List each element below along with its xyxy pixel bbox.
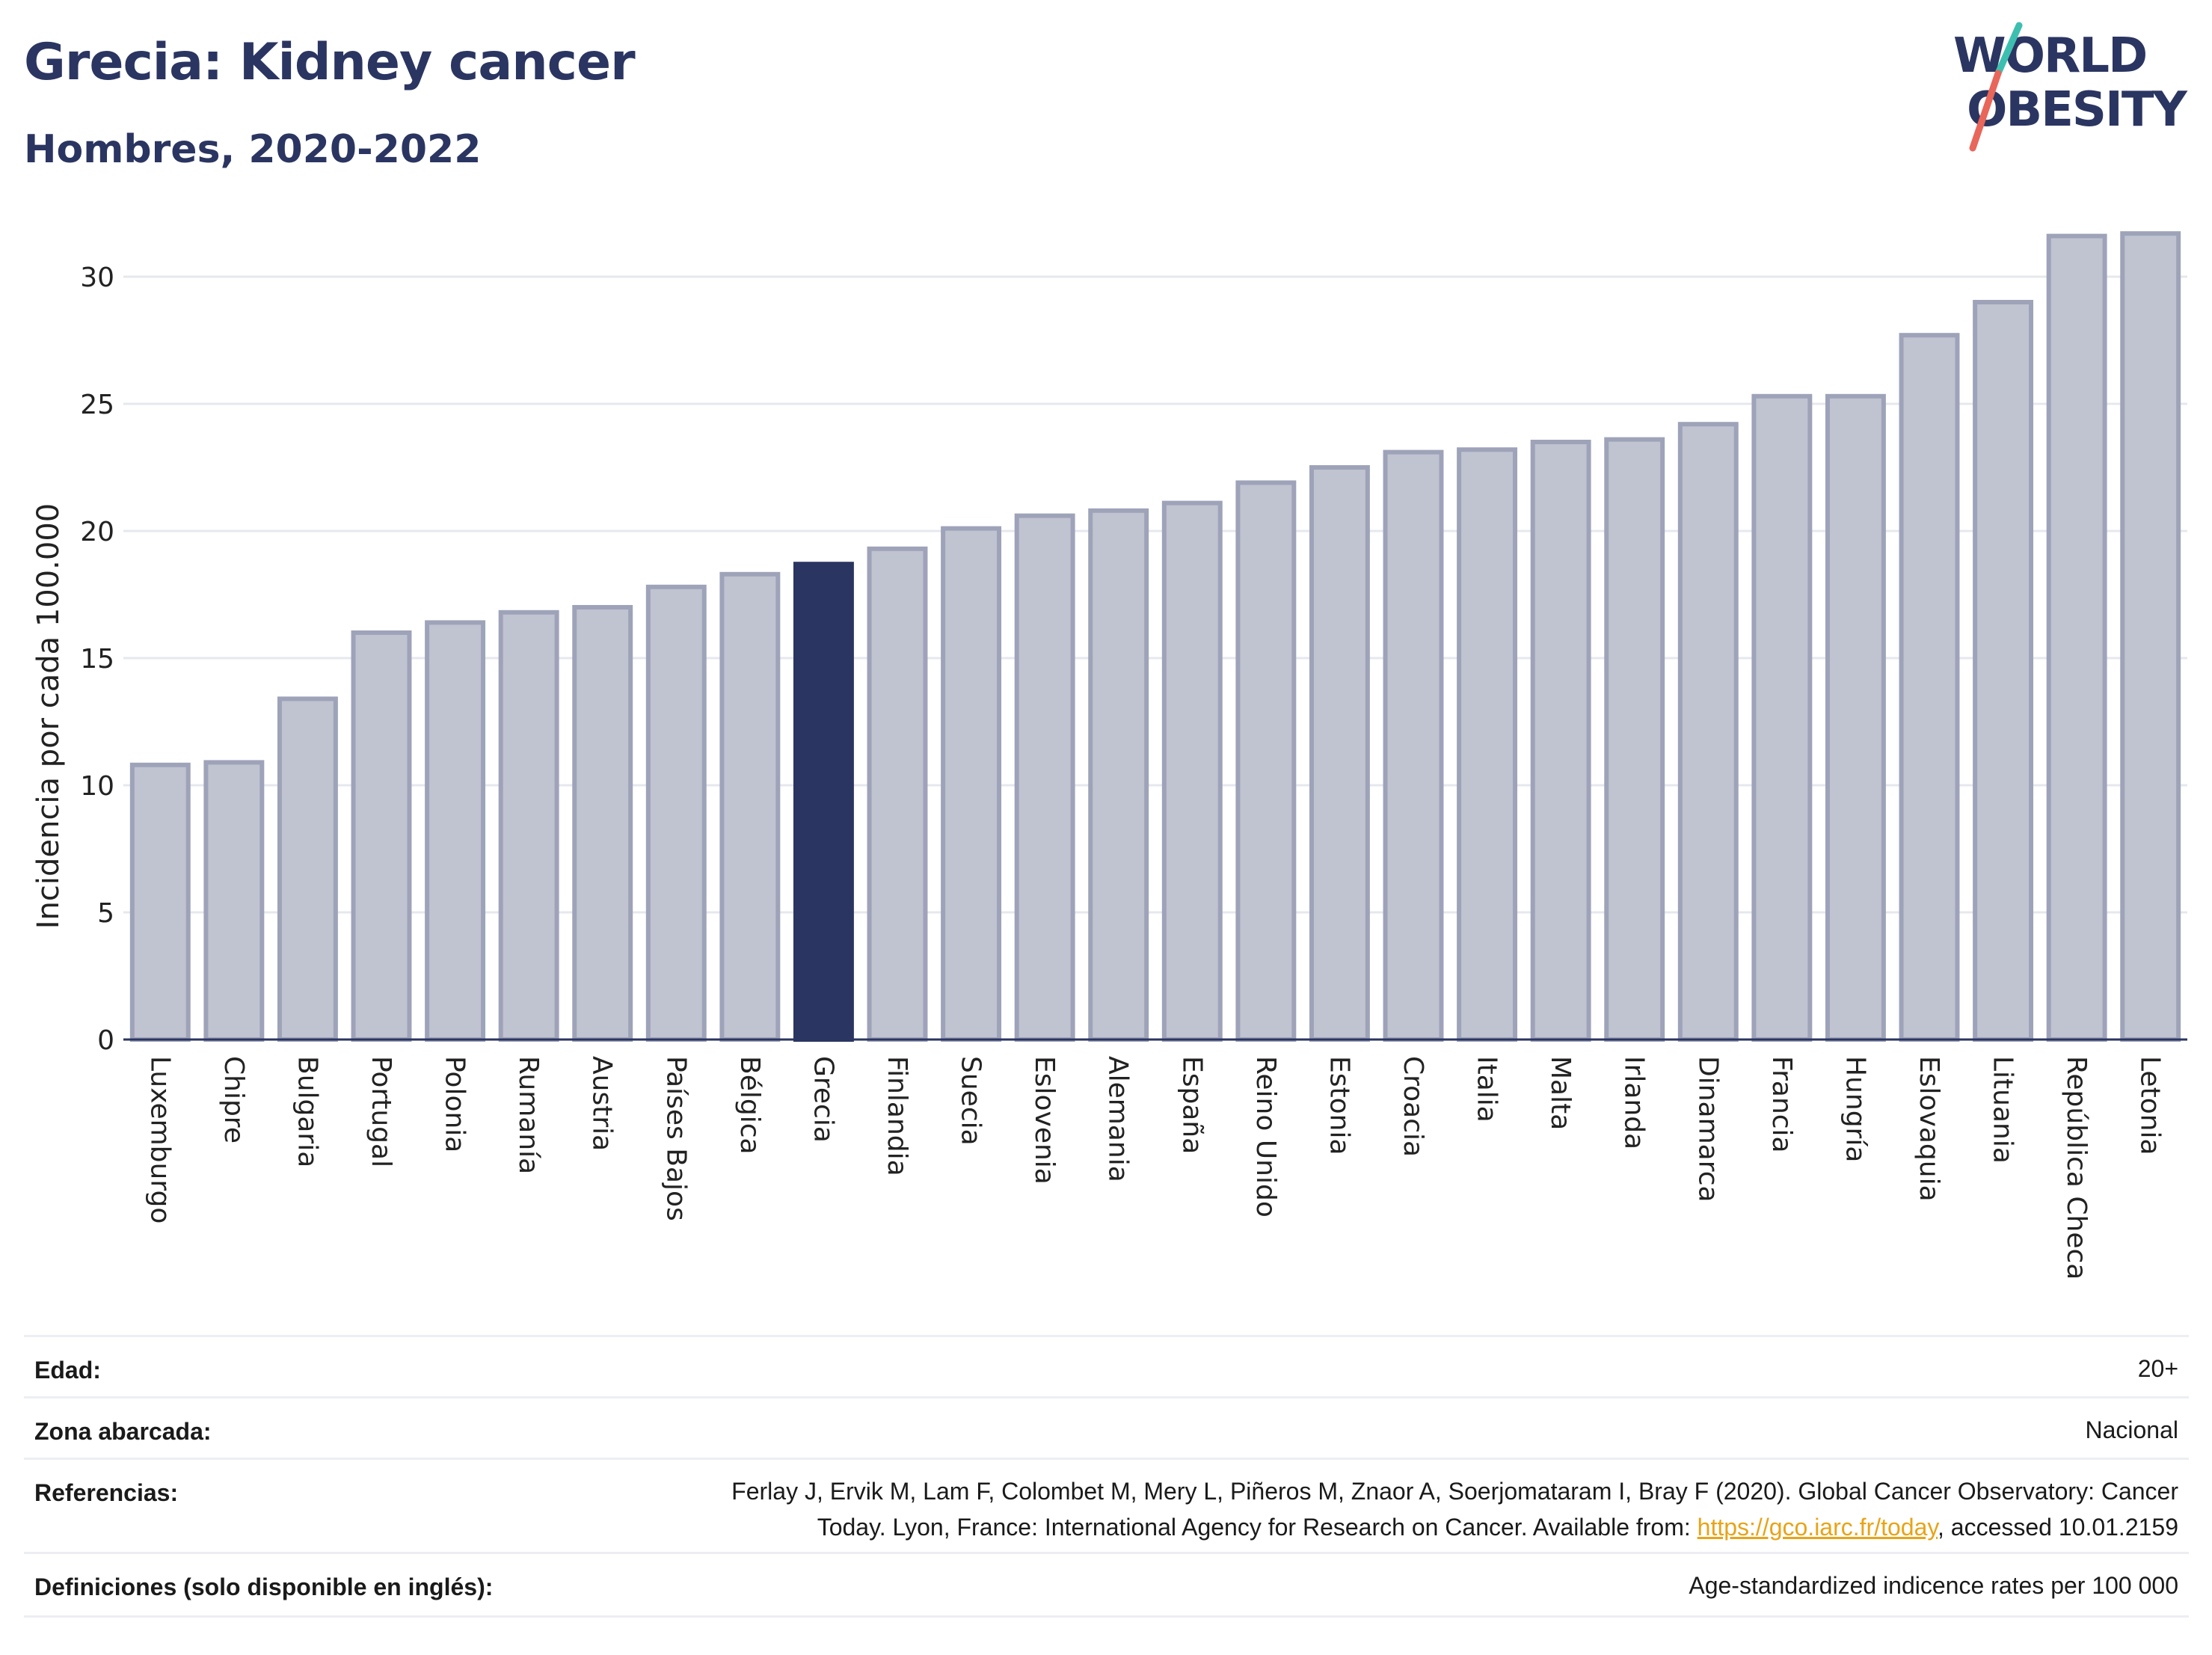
bar-hungría: [1825, 393, 1886, 1042]
x-tick-label: Bélgica: [734, 1056, 765, 1155]
bar-austria: [572, 605, 633, 1042]
bar-luxemburgo: [129, 762, 191, 1042]
y-tick-label: 10: [80, 771, 114, 802]
x-tick-label: Chipre: [218, 1056, 249, 1143]
bar-reino-unido: [1235, 480, 1297, 1042]
chart-title: Grecia: Kidney cancer: [24, 33, 636, 92]
x-tick-label: Luxemburgo: [144, 1056, 175, 1223]
bar-dinamarca: [1677, 422, 1739, 1042]
bar-italia: [1457, 447, 1518, 1042]
x-tick-label: Italia: [1472, 1056, 1502, 1123]
x-tick-label: Croacia: [1398, 1056, 1428, 1157]
bar-suecia: [941, 526, 1002, 1042]
bar-chart: Luxemburgo Chipre Bulgaria Portugal Polonia R…: [31, 231, 2187, 1280]
x-tick-label: España: [1176, 1056, 1207, 1154]
bars: [129, 231, 2181, 1043]
meta-row-age: Edad: 20+: [24, 1335, 2189, 1398]
x-tick-label: Grecia: [808, 1056, 838, 1143]
x-tick-label: Suecia: [956, 1056, 986, 1146]
bar-finlandia: [867, 546, 928, 1042]
meta-label: Definiciones (solo disponible en inglés)…: [34, 1573, 494, 1600]
bar-república-checa: [2046, 233, 2107, 1043]
y-axis-label: Incidencia por cada 100.000: [31, 503, 66, 930]
bar-malta: [1530, 440, 1591, 1042]
x-tick-label: Malta: [1545, 1056, 1576, 1130]
reference-line-2: Today. Lyon, France: International Agenc…: [817, 1514, 2178, 1541]
y-tick-labels: 0 5 10 15 20 25 30: [80, 262, 114, 1056]
x-tick-label: Eslovenia: [1029, 1056, 1060, 1185]
x-tick-label: Estonia: [1324, 1056, 1354, 1155]
x-tick-label: Letonia: [2135, 1056, 2166, 1155]
bar-grecia: [793, 562, 854, 1042]
logo-text-obesity: OBESITY: [1967, 82, 2187, 138]
bar-letonia: [2120, 231, 2181, 1043]
y-tick-label: 15: [80, 644, 114, 675]
x-tick-label: Rumanía: [513, 1056, 544, 1174]
bar-bélgica: [719, 571, 781, 1042]
meta-row-definitions: Definiciones (solo disponible en inglés)…: [24, 1552, 2189, 1618]
x-tick-label: Polonia: [440, 1056, 470, 1152]
bar-francia: [1751, 393, 1813, 1042]
x-tick-label: Portugal: [366, 1056, 396, 1167]
bar-irlanda: [1604, 437, 1665, 1042]
x-tick-label: Francia: [1766, 1056, 1797, 1153]
bar-estonia: [1309, 465, 1370, 1042]
meta-label: Edad:: [34, 1357, 101, 1384]
x-tick-label: Países Bajos: [660, 1056, 691, 1221]
x-tick-label: Finlandia: [882, 1056, 912, 1176]
x-tick-label: Bulgaria: [292, 1056, 322, 1167]
meta-row-references: Referencias: Ferlay J, Ervik M, Lam F, C…: [24, 1458, 2189, 1554]
reference-link[interactable]: https://gco.iarc.fr/today: [1697, 1514, 1938, 1541]
meta-value: Age-standardized indicence rates per 100…: [1689, 1572, 2178, 1599]
bar-países-bajos: [645, 584, 707, 1042]
bar-alemania: [1088, 508, 1149, 1042]
x-tick-label: Alemania: [1103, 1056, 1134, 1182]
bar-polonia: [425, 620, 486, 1042]
y-tick-label: 25: [80, 390, 114, 420]
chart-subtitle: Hombres, 2020-2022: [24, 127, 482, 172]
meta-value: Ferlay J, Ervik M, Lam F, Colombet M, Me…: [731, 1473, 2178, 1545]
x-tick-label: Irlanda: [1619, 1056, 1650, 1149]
meta-row-area: Zona abarcada: Nacional: [24, 1396, 2189, 1460]
bar-eslovenia: [1014, 513, 1075, 1042]
bar-chipre: [203, 760, 265, 1043]
x-tick-label: Hungría: [1840, 1056, 1870, 1162]
x-tick-label: República Checa: [2061, 1056, 2092, 1280]
bar-bulgaria: [277, 696, 338, 1043]
meta-label: Referencias:: [34, 1479, 179, 1506]
bar-portugal: [351, 630, 412, 1042]
x-tick-label: Reino Unido: [1250, 1056, 1281, 1218]
bar-croacia: [1383, 449, 1444, 1042]
bar-rumanía: [498, 610, 559, 1042]
y-tick-label: 20: [80, 517, 114, 547]
x-tick-label: Eslovaquia: [1914, 1056, 1944, 1202]
bar-lituania: [1973, 300, 2034, 1042]
meta-value: Nacional: [2085, 1416, 2178, 1443]
world-obesity-logo: WORLD OBESITY: [1953, 22, 2189, 152]
x-tick-labels: Luxemburgo Chipre Bulgaria Portugal Polonia R…: [144, 1056, 2165, 1280]
logo-text-world: WORLD: [1953, 28, 2146, 84]
y-tick-label: 0: [97, 1025, 114, 1056]
y-tick-label: 5: [97, 898, 114, 929]
bar-españa: [1161, 500, 1223, 1042]
meta-label: Zona abarcada:: [34, 1418, 212, 1445]
x-tick-label: Dinamarca: [1692, 1056, 1723, 1203]
reference-line-1: Ferlay J, Ervik M, Lam F, Colombet M, Me…: [731, 1478, 2178, 1505]
x-tick-label: Austria: [587, 1056, 618, 1151]
x-tick-label: Lituania: [1988, 1056, 2018, 1164]
bar-eslovaquia: [1899, 333, 1960, 1042]
meta-value: 20+: [2137, 1355, 2178, 1382]
y-tick-label: 30: [80, 262, 114, 293]
